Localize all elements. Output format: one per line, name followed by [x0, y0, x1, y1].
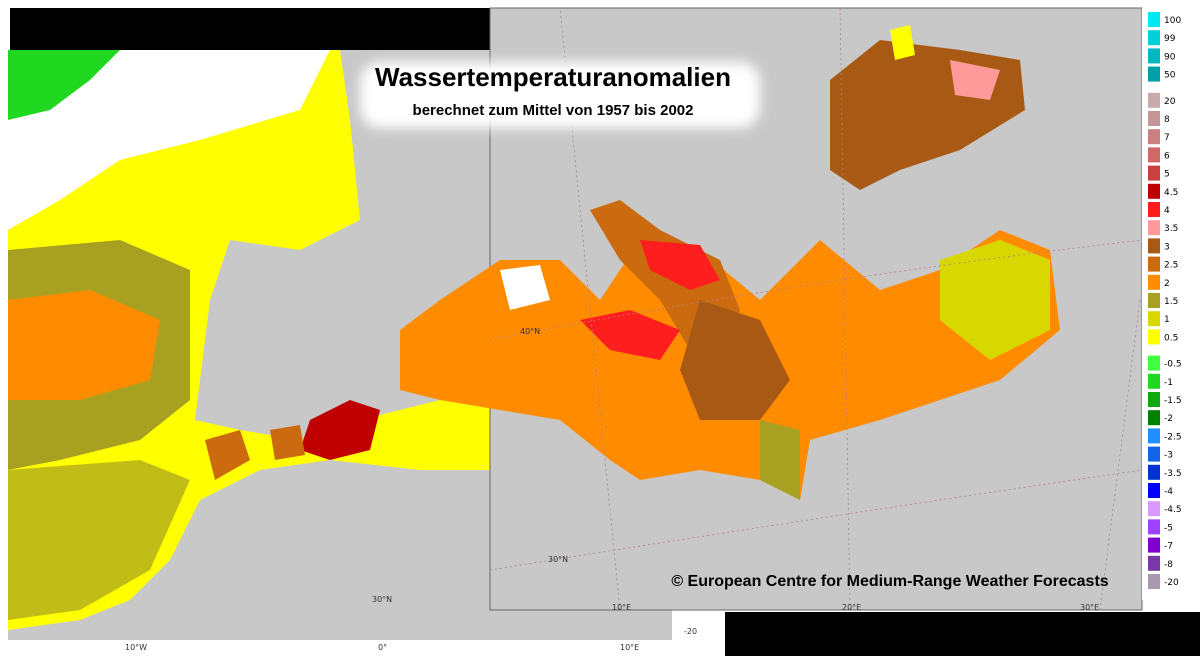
legend-items: 100 99 90 50 20 8 7 6 5 4.5 4 3.5 3 2.5 2 1.5 1 0.5 -0.5 -1…	[1148, 12, 1182, 589]
graticule-label: 10°E	[612, 603, 631, 612]
legend-swatch	[1148, 129, 1160, 145]
sea-orange	[8, 290, 160, 400]
legend-label: 50	[1164, 71, 1176, 81]
graticule-label: -20	[684, 627, 697, 636]
legend-swatch	[1148, 147, 1160, 163]
legend-label: -2.5	[1164, 432, 1182, 442]
legend-swatch	[1148, 446, 1160, 462]
legend-label: -3	[1164, 451, 1173, 461]
sea-yellow	[890, 25, 915, 60]
legend-swatch	[1148, 256, 1160, 272]
black-band	[10, 8, 492, 50]
graticule-label: 30°N	[548, 555, 568, 564]
graticule-label: 30°E	[1080, 603, 1099, 612]
legend-swatch	[1148, 464, 1160, 480]
sea-red	[640, 240, 720, 290]
legend-swatch	[1148, 555, 1160, 571]
legend-label: -2	[1164, 414, 1173, 424]
legend-swatch	[1148, 238, 1160, 254]
copyright: © European Centre for Medium-Range Weath…	[671, 573, 1108, 590]
legend-label: 100	[1164, 16, 1181, 26]
legend-swatch	[1148, 537, 1160, 553]
legend-swatch	[1148, 574, 1160, 589]
legend-swatch	[1148, 293, 1160, 308]
legend-swatch	[1148, 410, 1160, 426]
legend-label: 1.5	[1164, 297, 1178, 307]
sea-orange	[270, 425, 305, 460]
legend-label: 90	[1164, 52, 1176, 62]
legend-swatch	[1148, 392, 1160, 407]
legend-swatch	[1148, 12, 1160, 27]
legend-swatch	[1148, 48, 1160, 64]
legend-swatch	[1148, 373, 1160, 389]
sea-olive	[8, 460, 190, 620]
legend-swatch	[1148, 30, 1160, 46]
legend-label: 4.5	[1164, 188, 1178, 198]
legend-label: 99	[1164, 34, 1176, 44]
sea-brown	[680, 300, 790, 420]
legend-label: 2.5	[1164, 261, 1178, 271]
legend-label: 20	[1164, 97, 1176, 107]
legend-label: 5	[1164, 170, 1170, 180]
sea-red	[580, 310, 680, 360]
legend-label: 3.5	[1164, 224, 1178, 234]
legend-swatch	[1148, 519, 1160, 535]
sea-orange	[205, 430, 250, 480]
legend-label: -20	[1164, 578, 1179, 588]
legend-label: 3	[1164, 242, 1170, 252]
map-labels: 40°N 30°N 10°E 20°E 30°E 30°N 10°W 0° 10°E -20	[125, 327, 1099, 652]
graticule-label: 10°E	[620, 643, 639, 652]
legend-swatch	[1148, 202, 1160, 217]
legend-label: -4	[1164, 487, 1173, 497]
legend-label: -1	[1164, 378, 1173, 388]
legend-swatch	[1148, 501, 1160, 517]
graticule-label: 10°W	[125, 643, 147, 652]
graticule-label: 40°N	[520, 327, 540, 336]
sea-pink	[950, 60, 1000, 100]
legend-label: -1.5	[1164, 396, 1182, 406]
legend-swatch	[1148, 274, 1160, 290]
sea-white	[500, 265, 550, 310]
graticule	[489, 7, 1143, 611]
legend-swatch	[1148, 66, 1160, 82]
legend-label: -3.5	[1164, 469, 1182, 479]
legend-label: -4.5	[1164, 505, 1182, 515]
legend-label: -5	[1164, 523, 1173, 533]
graticule-label: 20°E	[842, 603, 861, 612]
sea-red	[300, 400, 380, 460]
legend-label: 2	[1164, 279, 1170, 289]
legend-swatch	[1148, 329, 1160, 345]
subtitle: berechnet zum Mittel von 1957 bis 2002	[413, 102, 694, 119]
legend-swatch	[1148, 183, 1160, 199]
legend-label: 7	[1164, 133, 1170, 143]
legend-swatch	[1148, 483, 1160, 498]
legend-swatch	[1148, 311, 1160, 327]
legend-swatch	[1148, 355, 1160, 371]
legend-label: 4	[1164, 206, 1170, 216]
legend-label: -7	[1164, 542, 1173, 552]
title-backdrop	[360, 62, 760, 128]
legend-swatch	[1148, 220, 1160, 236]
title: Wassertemperaturanomalien	[375, 62, 731, 92]
legend-label: 6	[1164, 151, 1170, 161]
graticule-label: 30°N	[372, 595, 392, 604]
legend-label: 1	[1164, 315, 1170, 325]
sea-green	[8, 50, 120, 120]
legend-label: 8	[1164, 115, 1170, 125]
legend-swatch	[1148, 111, 1160, 126]
legend-swatch	[1148, 92, 1160, 108]
sea-white	[8, 50, 330, 230]
legend-label: -0.5	[1164, 360, 1182, 370]
black-band	[725, 612, 1200, 656]
graticule-label: 0°	[378, 643, 387, 652]
legend-label: -8	[1164, 560, 1173, 570]
legend-swatch	[1148, 165, 1160, 181]
legend-label: 0.5	[1164, 333, 1178, 343]
sea-yellow	[940, 240, 1050, 360]
legend-swatch	[1148, 428, 1160, 444]
sea-olive	[760, 420, 800, 500]
